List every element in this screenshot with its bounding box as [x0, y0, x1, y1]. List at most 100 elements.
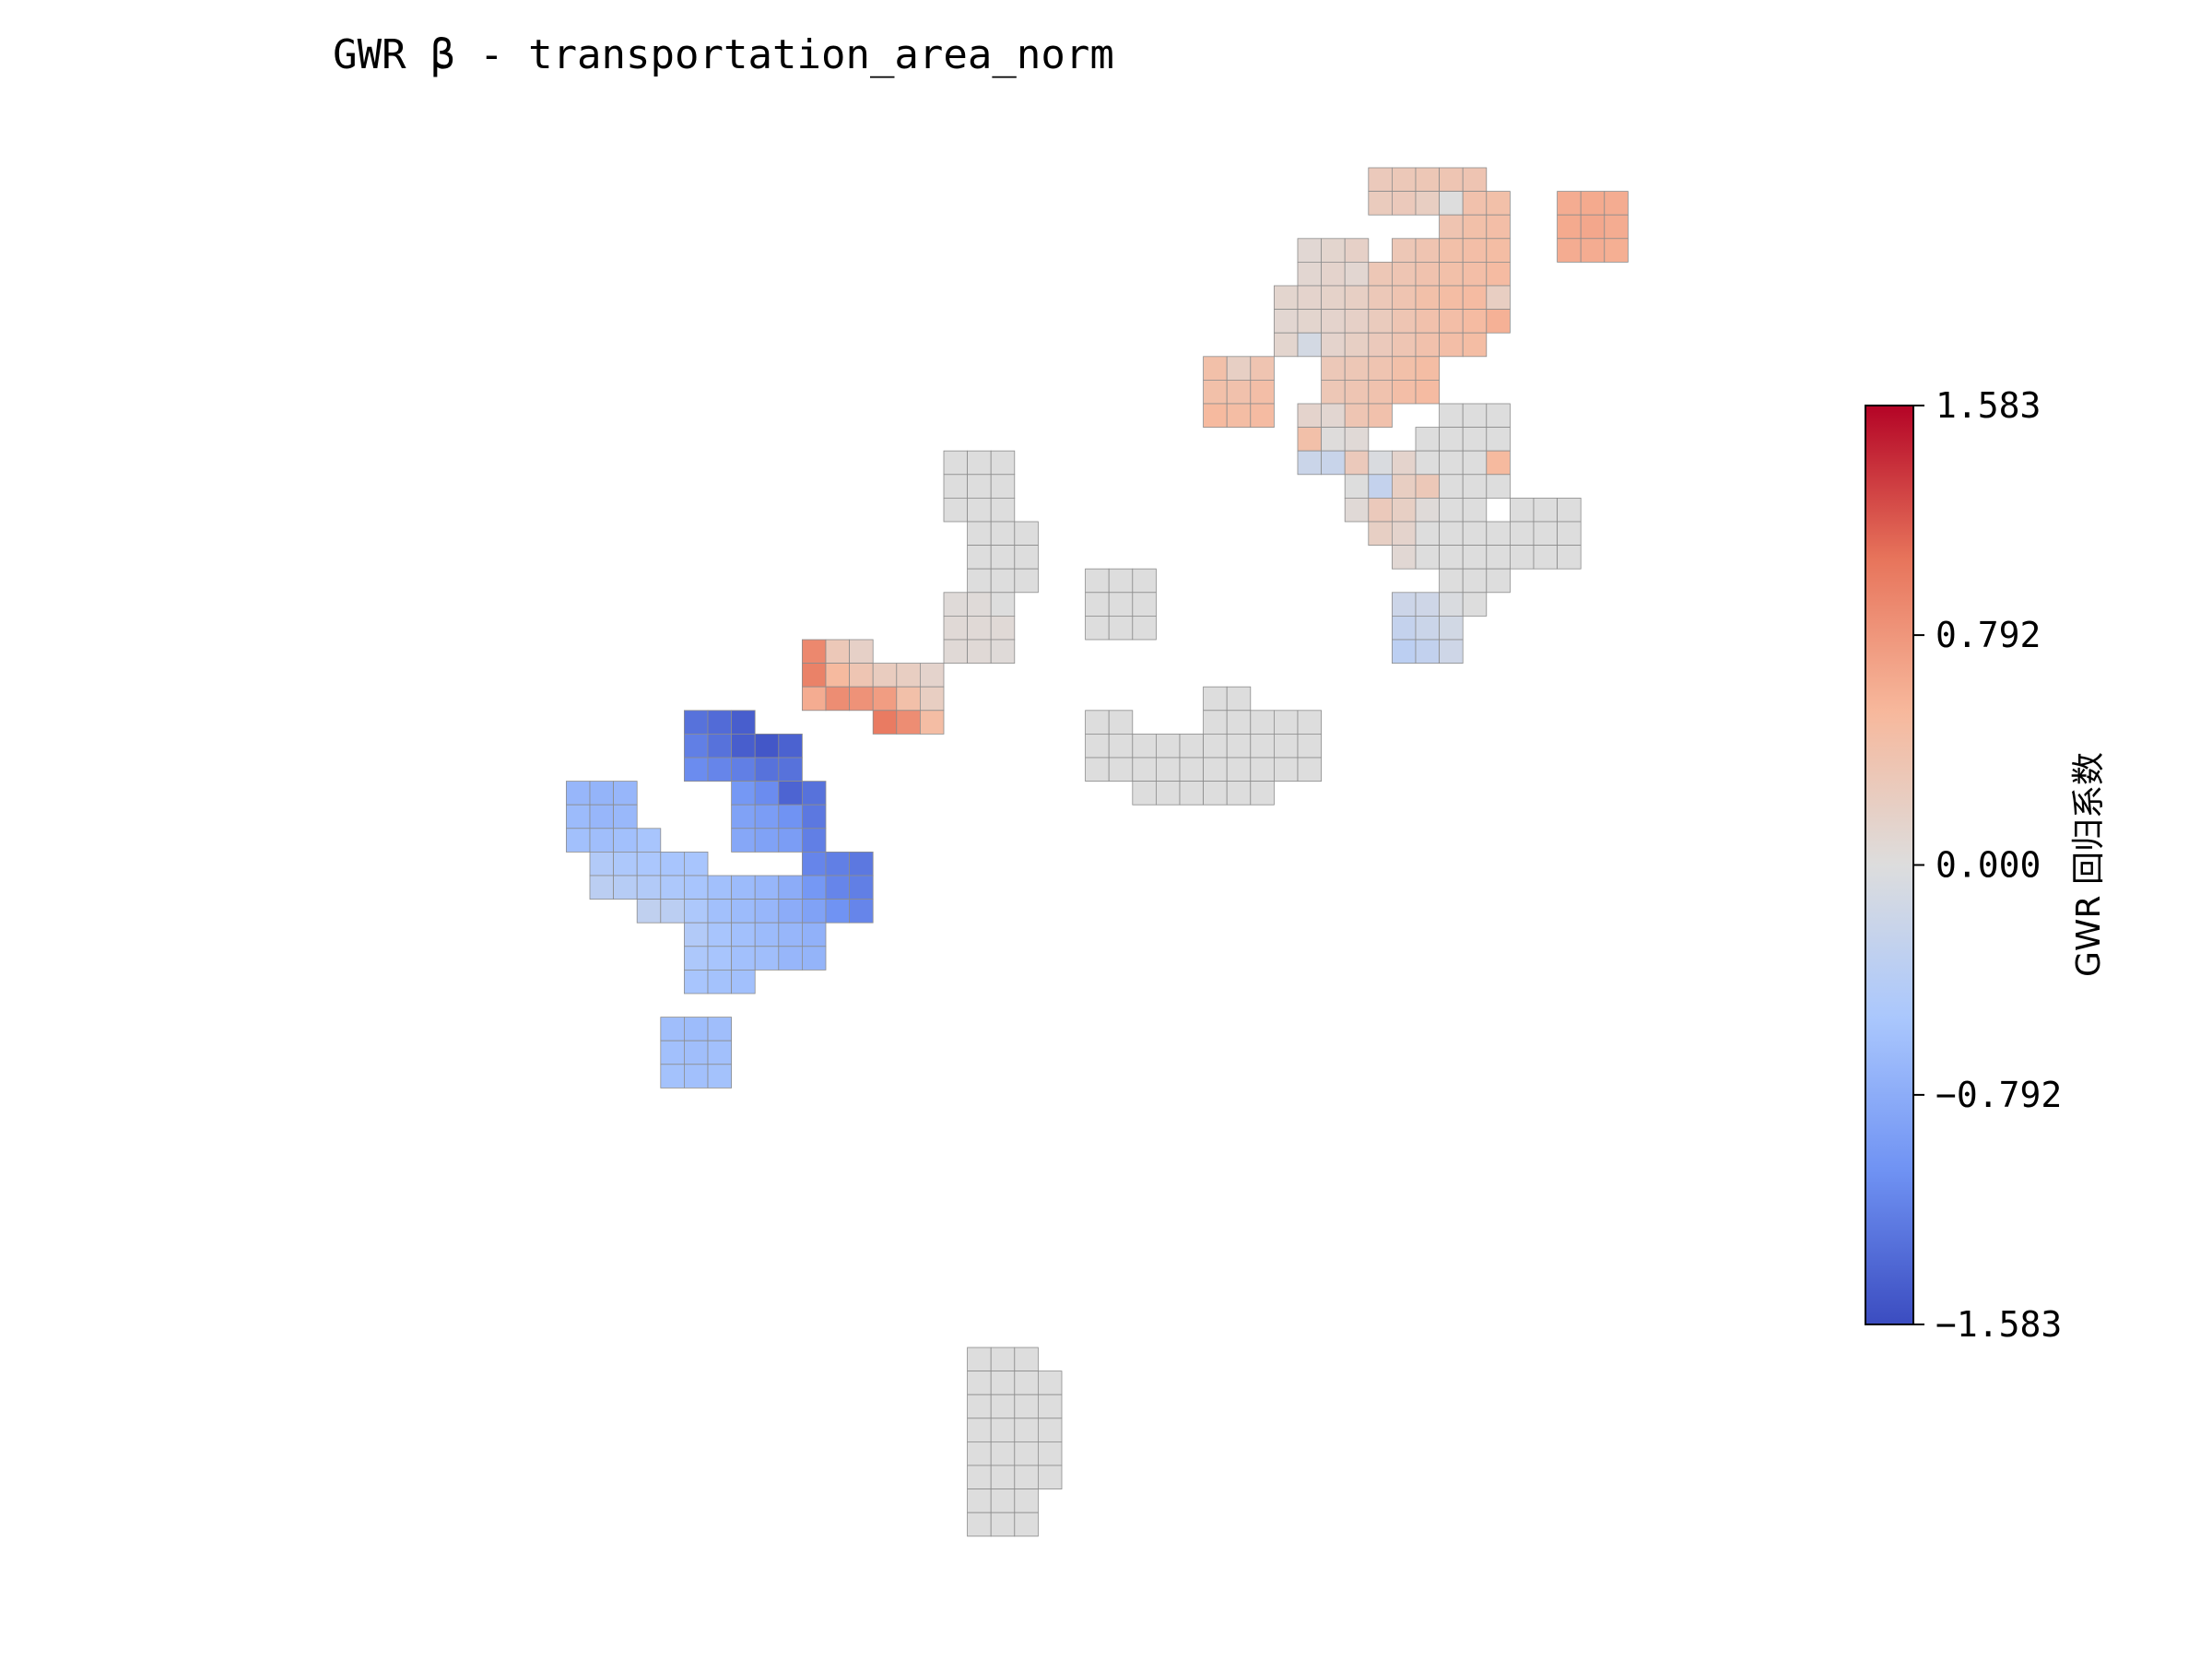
- grid-cell: [872, 663, 898, 688]
- grid-cell: [1462, 498, 1488, 523]
- grid-cell: [1462, 545, 1488, 570]
- grid-cell: [636, 828, 662, 853]
- grid-cell: [1321, 261, 1346, 287]
- grid-cell: [1085, 757, 1110, 782]
- grid-cell: [1439, 521, 1464, 547]
- grid-cell: [967, 521, 992, 547]
- grid-cell: [967, 1347, 992, 1372]
- grid-cell: [1368, 191, 1393, 216]
- grid-cell: [1439, 403, 1464, 429]
- grid-cell: [1014, 1441, 1039, 1466]
- grid-cell: [1344, 379, 1370, 405]
- grid-cell: [990, 592, 1016, 617]
- grid-cell: [1439, 261, 1464, 287]
- grid-cell: [636, 899, 662, 924]
- grid-cell: [967, 639, 992, 665]
- grid-cell: [754, 899, 780, 924]
- grid-cell: [1132, 592, 1157, 617]
- grid-cell: [1250, 734, 1275, 759]
- grid-cell: [1510, 545, 1535, 570]
- grid-cell: [1580, 214, 1606, 240]
- grid-cell: [1439, 285, 1464, 311]
- grid-cell: [1226, 781, 1252, 806]
- colorbar-tick-label: 0.792: [1936, 615, 2041, 655]
- grid-cell: [636, 875, 662, 900]
- grid-cell: [684, 1017, 709, 1041]
- grid-cell: [990, 1371, 1016, 1395]
- grid-cell: [1580, 191, 1606, 216]
- grid-cell: [1203, 734, 1228, 759]
- grid-cell: [1344, 285, 1370, 311]
- grid-cell: [802, 686, 827, 712]
- grid-cell: [1108, 710, 1134, 735]
- grid-cell: [943, 450, 969, 476]
- grid-cell: [1368, 521, 1393, 547]
- grid-cell: [1297, 332, 1323, 358]
- grid-cell: [1462, 238, 1488, 263]
- grid-cell: [1250, 781, 1275, 806]
- grid-cell: [1462, 285, 1488, 311]
- grid-cell: [920, 710, 945, 735]
- grid-cell: [849, 875, 874, 900]
- grid-cell: [1108, 757, 1134, 782]
- grid-cell: [1392, 238, 1417, 263]
- grid-cell: [707, 922, 733, 947]
- grid-cell: [1344, 261, 1370, 287]
- grid-cell: [967, 1418, 992, 1442]
- grid-cell: [825, 899, 851, 924]
- grid-cell: [1226, 379, 1252, 405]
- grid-cell: [754, 734, 780, 759]
- grid-cell: [1415, 238, 1441, 263]
- grid-cell: [589, 852, 615, 877]
- grid-cell: [684, 946, 709, 971]
- grid-cell: [778, 734, 803, 759]
- grid-cell: [1274, 710, 1299, 735]
- grid-cell: [660, 875, 685, 900]
- grid-cell: [990, 1488, 1016, 1513]
- grid-cell: [802, 899, 827, 924]
- grid-cell: [1014, 521, 1039, 547]
- grid-cell: [1321, 285, 1346, 311]
- grid-cell: [1250, 710, 1275, 735]
- grid-cell: [731, 734, 756, 759]
- grid-cell: [967, 1512, 992, 1537]
- grid-cell: [1156, 734, 1181, 759]
- grid-cell: [1344, 356, 1370, 381]
- grid-cell: [1557, 214, 1582, 240]
- grid-cell: [731, 757, 756, 782]
- grid-cell: [1368, 167, 1393, 193]
- grid-cell: [1321, 238, 1346, 263]
- grid-cell: [1132, 734, 1157, 759]
- grid-cell: [1439, 639, 1464, 665]
- grid-cell: [731, 875, 756, 900]
- grid-cell: [613, 852, 638, 877]
- grid-cell: [1415, 616, 1441, 641]
- grid-cell: [1415, 498, 1441, 523]
- grid-cell: [1014, 1394, 1039, 1419]
- grid-cell: [1486, 261, 1511, 287]
- grid-cell: [1439, 309, 1464, 334]
- grid-cell: [1297, 734, 1323, 759]
- grid-cell: [1250, 356, 1275, 381]
- grid-cell: [613, 781, 638, 806]
- grid-cell: [660, 899, 685, 924]
- grid-cell: [1439, 238, 1464, 263]
- grid-cell: [566, 781, 591, 806]
- colorbar-tick-label: 0.000: [1936, 845, 2041, 886]
- grid-cell: [1368, 450, 1393, 476]
- grid-cell: [990, 1512, 1016, 1537]
- colorbar: 1.583 0.792 0.000 −0.792 −1.583 GWR 回归系数: [1865, 385, 2108, 1345]
- grid-cell: [1392, 450, 1417, 476]
- grid-cell: [731, 781, 756, 806]
- grid-cell: [707, 899, 733, 924]
- grid-cell: [1462, 427, 1488, 452]
- grid-cell: [967, 474, 992, 499]
- grid-cell: [1462, 332, 1488, 358]
- grid-cell: [1486, 309, 1511, 334]
- grid-cell: [1486, 191, 1511, 216]
- grid-cell: [1014, 1488, 1039, 1513]
- grid-cell: [825, 875, 851, 900]
- grid-cell: [1415, 545, 1441, 570]
- grid-cell: [1226, 403, 1252, 429]
- grid-cell: [1321, 379, 1346, 405]
